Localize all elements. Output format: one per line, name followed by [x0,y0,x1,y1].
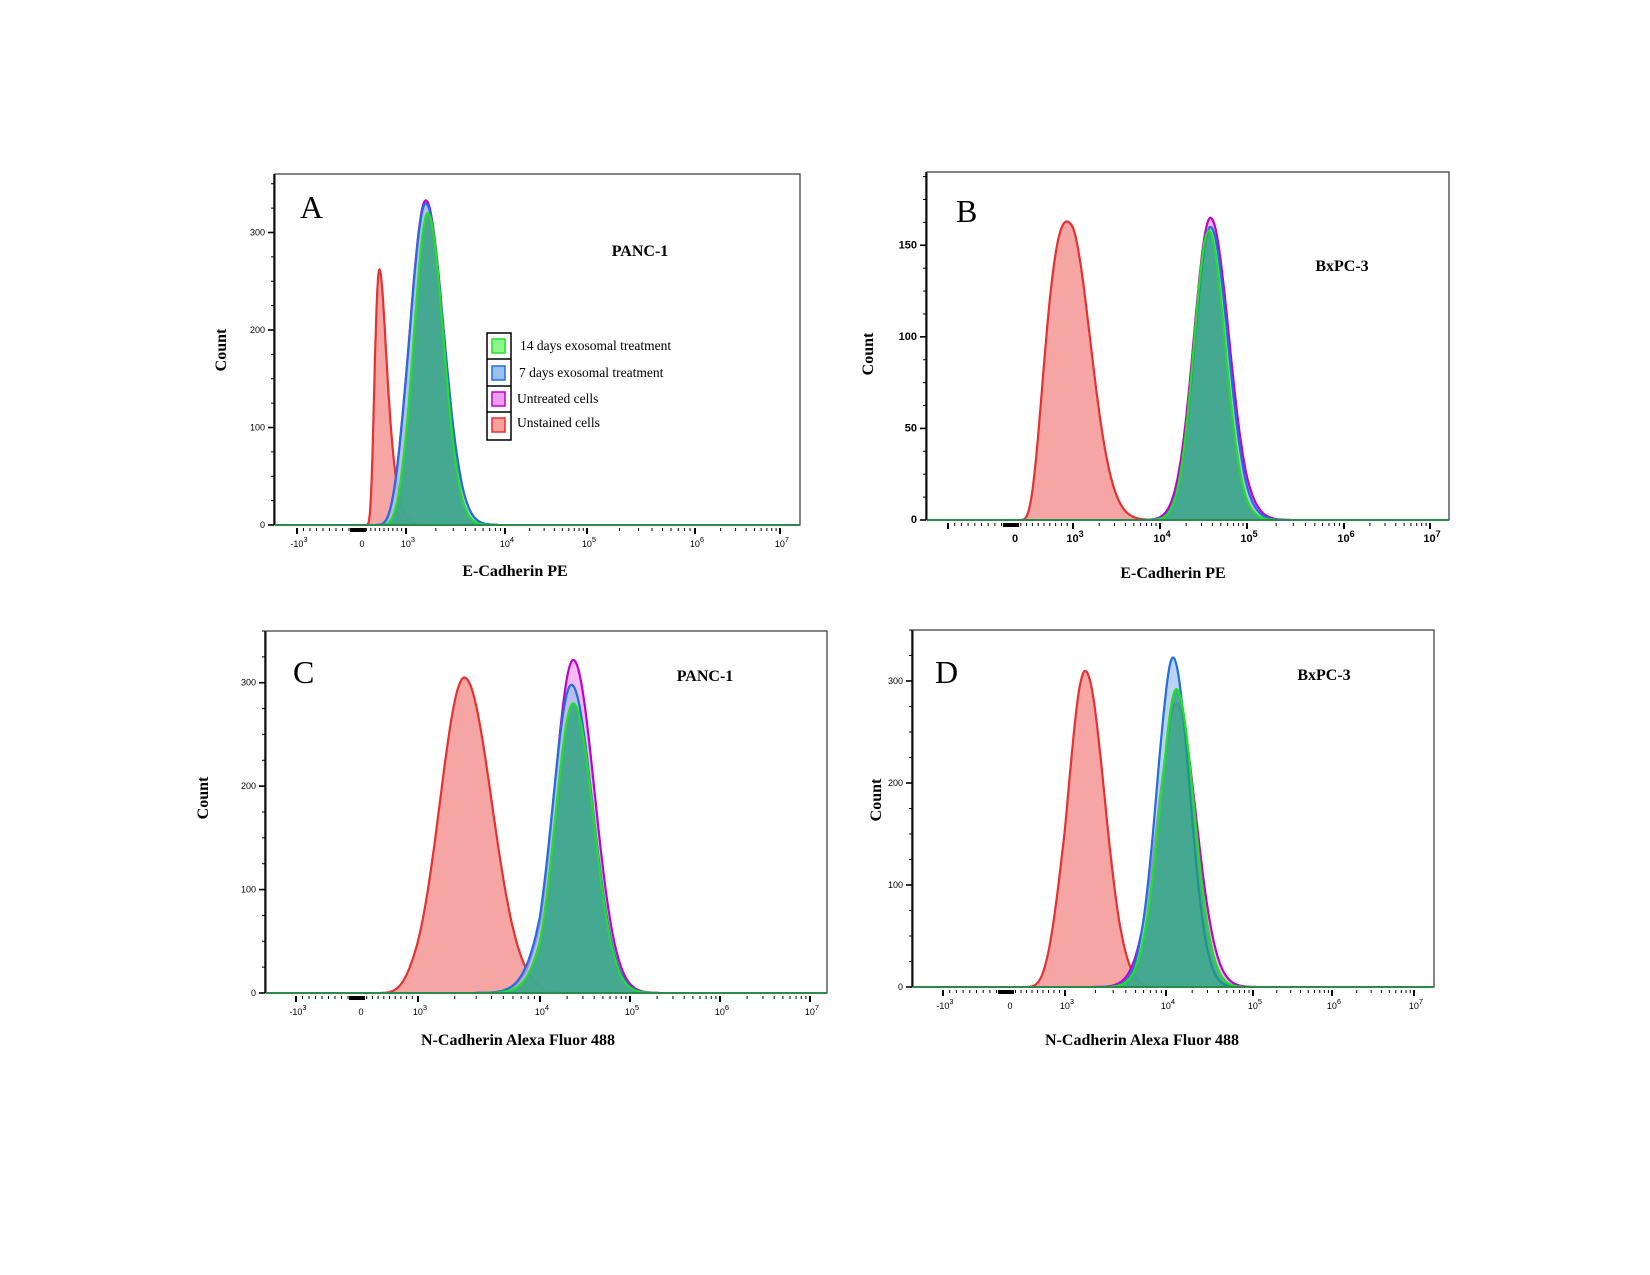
x-axis-title: E-Cadherin PE [462,563,567,580]
y-tick-label: 200 [250,325,265,335]
panel-letter: A [300,189,323,225]
x-tick-label: 107 [1409,997,1423,1011]
y-tick-label: 100 [250,423,265,433]
y-tick-label: 0 [260,520,265,530]
legend: 14 days exosomal treatment 7 days exosom… [486,332,671,441]
panel-b: 0 50 100 150 0 103 104 105 106 107 B BxPC-3 E-Cad… [860,171,1450,582]
legend-label: 7 days exosomal treatment [519,365,664,380]
plot-area: 0 100 200 300 -103 0 103 104 105 106 107 [250,173,801,549]
x-tick-label: 104 [535,1003,549,1017]
panel-letter: B [956,193,977,229]
x-zero-cluster [1003,523,1019,527]
x-tick-label: 0 [358,1007,363,1017]
histogram-fill [1026,670,1164,987]
legend-label: 14 days exosomal treatment [520,338,671,353]
y-axis-title: Count [213,328,230,371]
plot-area: 0 100 200 300 -103 0 103 104 105 106 107 [241,630,828,1017]
x-tick-label: 103 [1066,529,1083,545]
y-axis-title: Count [868,778,885,821]
y-tick-label: 300 [888,676,903,686]
x-tick-label: 104 [500,535,514,549]
plot-area: 0 100 200 300 -103 0 103 104 105 106 107 [888,629,1435,1011]
y-tick-label: 0 [251,988,256,998]
cell-line-label: PANC-1 [612,243,669,260]
plot-area: 0 50 100 150 0 103 104 105 106 107 [899,171,1450,545]
cell-line-label: PANC-1 [677,668,734,685]
x-tick-label: -103 [290,535,307,549]
y-tick-label: 300 [241,678,256,688]
x-zero-cluster [349,996,365,1000]
x-tick-label: 103 [413,1003,427,1017]
x-tick-label: 106 [690,535,704,549]
y-axis-title: Count [195,776,212,819]
x-axis-title: N-Cadherin Alexa Fluor 488 [421,1032,615,1049]
x-tick-label: 107 [1423,529,1440,545]
panel-letter: D [935,654,958,690]
histogram-line [376,202,498,527]
histogram-fill [380,213,492,525]
x-tick-label: 106 [715,1003,729,1017]
legend-swatch-unstained [491,417,506,433]
x-axis-title: E-Cadherin PE [1120,565,1225,582]
legend-swatch-untreated [491,391,506,407]
y-tick-label: 50 [905,422,917,434]
x-tick-label: 107 [775,535,789,549]
legend-label: Untreated cells [517,391,598,406]
y-tick-label: 200 [888,778,903,788]
x-tick-label: 0 [1007,1001,1012,1011]
x-tick-label: 105 [1248,997,1262,1011]
histogram-line [1101,688,1249,989]
y-tick-label: 100 [899,331,917,343]
histogram-fill [1101,689,1249,987]
x-tick-label: 105 [625,1003,639,1017]
histogram-line [380,211,492,527]
x-tick-label: 103 [401,535,415,549]
histogram-fill [482,703,657,993]
histogram-fill [1146,230,1280,520]
histogram-line [482,702,657,995]
y-axis-title: Count [860,332,877,375]
x-axis-title: N-Cadherin Alexa Fluor 488 [1045,1032,1239,1049]
x-tick-label: -103 [289,1003,306,1017]
x-tick-label: 106 [1337,529,1354,545]
x-tick-label: 104 [1153,529,1170,545]
x-tick-label: 105 [1240,529,1257,545]
histogram-line [1146,229,1280,522]
x-zero-cluster [350,528,366,532]
cell-line-label: BxPC-3 [1315,258,1368,275]
cell-line-label: BxPC-3 [1297,667,1350,684]
x-tick-label: 105 [582,535,596,549]
x-tick-label: 0 [1012,533,1018,545]
x-tick-label: -103 [936,997,953,1011]
y-tick-label: 100 [241,885,256,895]
histogram-fill [380,677,567,993]
histogram-fill [1021,221,1157,520]
legend-swatch-14-days [491,338,506,354]
x-tick-label: 106 [1327,997,1341,1011]
histogram-line [1140,216,1291,522]
x-zero-cluster [998,990,1014,994]
legend-label: Unstained cells [517,415,600,430]
y-tick-label: 0 [898,982,903,992]
y-tick-label: 0 [911,514,917,526]
x-tick-label: 103 [1060,997,1074,1011]
histogram-fill [366,269,430,525]
y-tick-label: 200 [241,781,256,791]
x-tick-label: 107 [805,1003,819,1017]
panel-letter: C [293,654,314,690]
y-tick-label: 100 [888,880,903,890]
x-tick-label: 104 [1161,997,1175,1011]
x-tick-label: 0 [359,539,364,549]
y-tick-label: 300 [250,228,265,238]
histogram-line [1020,220,1157,521]
legend-swatch-7-days [491,365,506,381]
y-tick-label: 150 [899,239,917,251]
